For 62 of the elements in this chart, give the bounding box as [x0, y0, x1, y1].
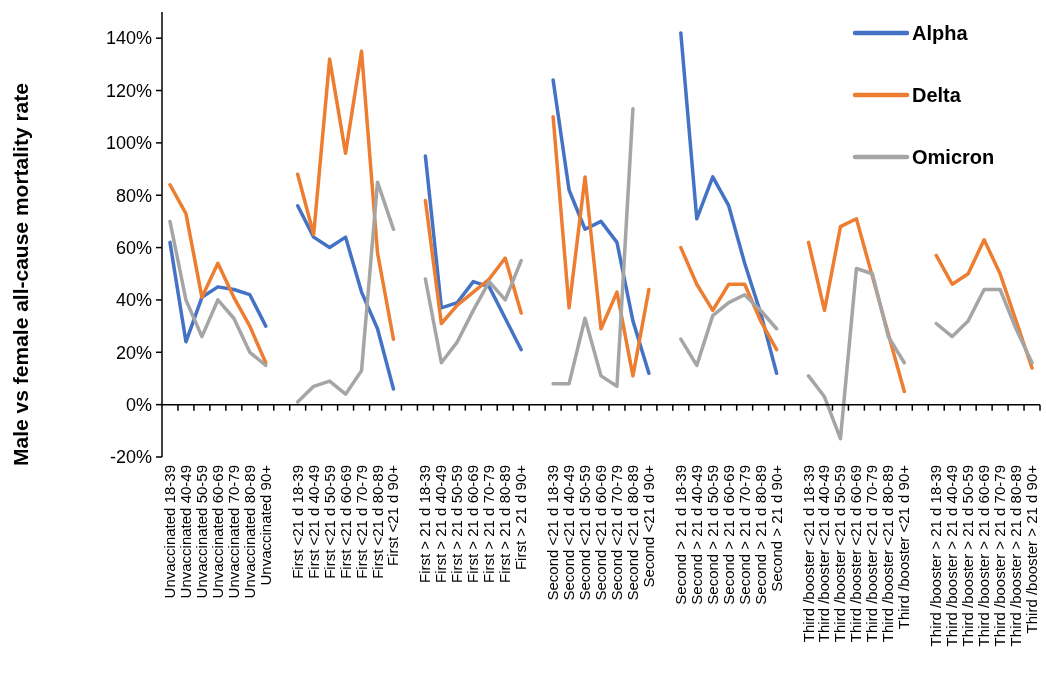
- x-tick-label: Third /booster > 21 d 40-49: [943, 465, 961, 647]
- x-tick-label: First <21 d 18-39: [288, 465, 306, 579]
- y-tick-label: 100%: [105, 133, 152, 154]
- y-tick-label: -20%: [109, 447, 152, 468]
- legend-label: Omicron: [912, 146, 995, 168]
- y-tick-label: 120%: [105, 80, 152, 101]
- x-tick-label: Third /booster > 21 d 90+: [1023, 464, 1041, 634]
- x-tick-label: Third /booster > 21 d 80-89: [1007, 465, 1025, 647]
- x-tick-label: Second <21 d 40-49: [560, 465, 578, 601]
- x-tick-label: Third /booster <21 d 40-49: [815, 465, 833, 643]
- y-tick-label: 20%: [115, 342, 152, 363]
- x-tick-label: First > 21 d 90+: [512, 464, 530, 571]
- x-tick-label: Second > 21 d 18-39: [671, 465, 689, 605]
- legend-label: Delta: [912, 84, 962, 106]
- y-tick-label: 40%: [115, 290, 152, 311]
- x-tick-label: First <21 d 90+: [384, 464, 402, 566]
- x-tick-label: First > 21 d 18-39: [416, 465, 434, 583]
- x-tick-label: Third /booster <21 d 60-69: [847, 465, 865, 643]
- x-tick-label: Second <21 d 70-79: [607, 465, 625, 601]
- x-tick-label: Second <21 d 50-59: [576, 465, 594, 601]
- y-axis-title: Male vs female all-cause mortality rate: [9, 83, 32, 466]
- x-tick-label: Second > 21 d 80-89: [751, 465, 769, 605]
- legend-label: Alpha: [912, 22, 969, 44]
- x-tick-label: First > 21 d 80-89: [496, 465, 514, 583]
- x-tick-label: Second > 21 d 70-79: [735, 465, 753, 605]
- x-tick-label: Third /booster > 21 d 50-59: [959, 465, 977, 647]
- x-tick-label: First > 21 d 70-79: [480, 465, 498, 583]
- y-tick-label: 60%: [115, 237, 152, 258]
- x-tick-label: Unvaccinated 60-69: [208, 465, 226, 599]
- x-tick-label: Second <21 d 80-89: [623, 465, 641, 601]
- x-tick-label: Third /booster <21 d 70-79: [863, 465, 881, 643]
- x-tick-label: Unvaccinated 40-49: [176, 465, 194, 599]
- x-tick-label: Unvaccinated 50-59: [192, 465, 210, 599]
- y-tick-label: 0%: [125, 394, 152, 415]
- x-tick-label: First <21 d 50-59: [320, 465, 338, 579]
- x-tick-label: First <21 d 70-79: [352, 465, 370, 579]
- y-tick-label: 80%: [115, 185, 152, 206]
- x-tick-label: Unvaccinated 80-89: [240, 465, 258, 599]
- x-tick-label: Unvaccinated 90+: [256, 464, 274, 586]
- x-tick-label: Second <21 d 90+: [639, 464, 657, 588]
- x-tick-label: First <21 d 60-69: [336, 465, 354, 579]
- x-tick-label: Third /booster > 21 d 18-39: [927, 465, 945, 647]
- x-tick-label: First > 21 d 50-59: [448, 465, 466, 583]
- x-tick-label: Third /booster <21 d 18-39: [799, 465, 817, 643]
- x-tick-label: Second <21 d 18-39: [544, 465, 562, 601]
- x-tick-label: Second > 21 d 50-59: [703, 465, 721, 605]
- x-tick-label: First <21 d 40-49: [304, 465, 322, 579]
- x-tick-label: Third /booster <21 d 90+: [895, 464, 913, 630]
- x-tick-label: Unvaccinated 70-79: [224, 465, 242, 599]
- x-tick-label: First <21 d 80-89: [368, 465, 386, 579]
- x-tick-label: Second > 21 d 60-69: [719, 465, 737, 605]
- x-tick-label: Third /booster > 21 d 70-79: [991, 465, 1009, 647]
- x-tick-label: First > 21 d 60-69: [464, 465, 482, 583]
- x-tick-label: Second <21 d 60-69: [592, 465, 609, 601]
- y-tick-label: 140%: [105, 28, 152, 49]
- x-tick-label: Second > 21 d 90+: [767, 464, 785, 592]
- x-tick-label: First > 21 d 40-49: [432, 465, 450, 583]
- x-tick-label: Third /booster > 21 d 60-69: [975, 465, 993, 647]
- x-tick-label: Unvaccinated 18-39: [160, 465, 178, 599]
- x-tick-label: Third /booster <21 d 80-89: [879, 465, 897, 643]
- x-tick-label: Third /booster <21 d 50-59: [831, 465, 849, 643]
- x-tick-label: Second > 21 d 40-49: [687, 465, 705, 605]
